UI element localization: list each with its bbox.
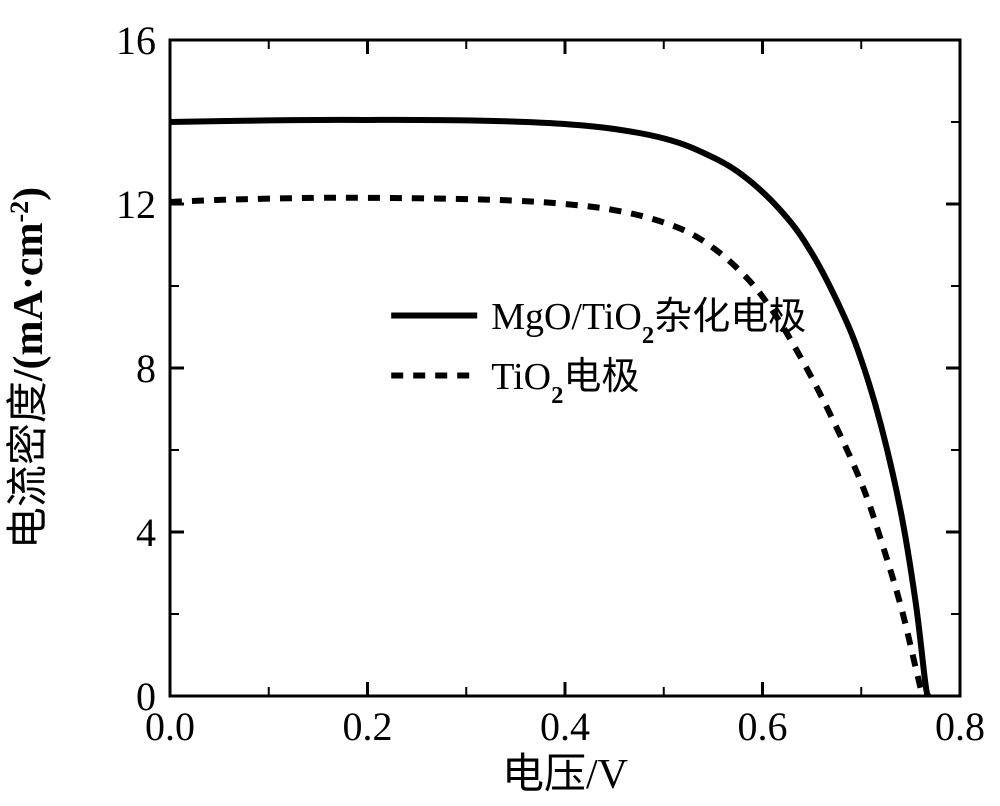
y-tick-label: 16 [116, 18, 156, 63]
x-tick-label: 0.8 [935, 704, 985, 749]
y-tick-label: 12 [116, 182, 156, 227]
jv-curve-chart: 0.00.20.40.60.8电压/V0481216电流密度/(mA·cm-2)… [0, 0, 1000, 806]
x-tick-label: 0.4 [540, 704, 590, 749]
y-tick-label: 0 [136, 674, 156, 719]
y-tick-label: 8 [136, 346, 156, 391]
chart-svg: 0.00.20.40.60.8电压/V0481216电流密度/(mA·cm-2)… [0, 0, 1000, 806]
x-tick-label: 0.6 [738, 704, 788, 749]
x-tick-label: 0.2 [343, 704, 393, 749]
y-axis-label: 电流密度/(mA·cm-2) [5, 187, 53, 549]
y-tick-label: 4 [136, 510, 156, 555]
x-axis-label: 电压/V [502, 752, 628, 798]
